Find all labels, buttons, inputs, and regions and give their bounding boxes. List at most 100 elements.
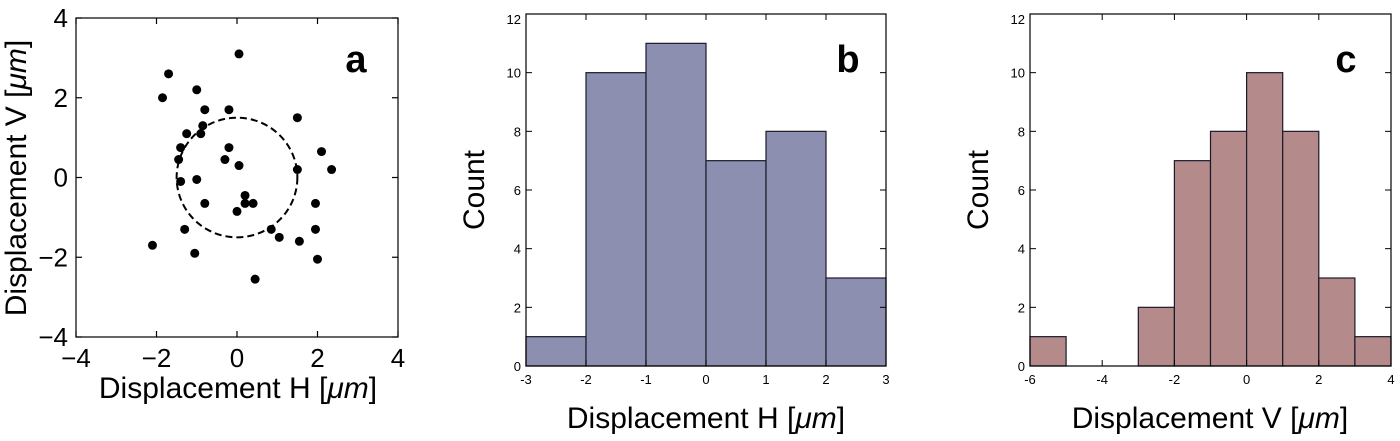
panel-a-data-point — [196, 129, 206, 139]
panel-a-y-axis-label: Displacement V [μm] — [0, 40, 33, 317]
panel-c-label: c — [1335, 39, 1356, 81]
panel-c-bar — [1173, 160, 1212, 367]
panel-b-bar — [705, 160, 767, 367]
panel-c-x-tick-label: 2 — [1315, 372, 1322, 387]
panel-a-data-point — [182, 129, 192, 139]
panel-b-x-tick-label: -3 — [520, 372, 532, 387]
panel-b-bar — [525, 336, 587, 367]
panel-c-bar — [1209, 130, 1248, 367]
panel-a-data-point — [176, 176, 186, 186]
panel-b-y-tick-label: 8 — [514, 124, 521, 139]
panel-a-data-point — [234, 49, 244, 59]
panel-a-data-point — [224, 143, 234, 153]
panel-c-bar — [1245, 72, 1284, 367]
panel-a-data-point — [310, 224, 320, 234]
panel-a-data-point — [317, 147, 327, 157]
panel-b-y-tick-label: 10 — [507, 66, 521, 81]
panel-b-bar — [765, 130, 827, 367]
panel-a-data-point — [240, 198, 250, 208]
panel-b-x-axis-label-text: Displacement H [ — [567, 402, 796, 435]
panel-c-bars — [1029, 72, 1392, 367]
panel-a-data-point — [240, 190, 250, 200]
panel-a-y-tick-label: −4 — [38, 322, 68, 352]
panel-c-bar — [1354, 336, 1392, 367]
panel-a-y-axis-label-text: Displacement V [ — [0, 89, 33, 316]
panel-a-data-point — [294, 236, 304, 246]
panel-a-data-point — [192, 85, 202, 95]
panel-b-x-axis-label-unit: μm — [794, 402, 836, 435]
panel-b-bar — [825, 277, 887, 367]
panel-c-y-tick-label: 10 — [1011, 66, 1025, 81]
panel-a-x-axis-label-close: ] — [369, 372, 377, 405]
panel-c-y-tick-label: 4 — [1018, 242, 1025, 257]
panel-a-data-point — [327, 165, 337, 175]
panel-a-ticks: −4−4 −2 −2 0 0 2 2 4 4 — [38, 3, 405, 373]
panel-b-y-tick-label: 6 — [514, 183, 521, 198]
panel-c-y-tick-label: 2 — [1018, 300, 1025, 315]
panel-a-data-point — [248, 198, 258, 208]
panel-b-x-tick-label: -2 — [580, 372, 592, 387]
panel-c-x-axis-label-unit: μm — [1297, 402, 1339, 435]
panel-b-x-tick-label: -1 — [640, 372, 652, 387]
panel-c-bar — [1318, 277, 1356, 367]
panel-c-x-tick-label: -2 — [1169, 372, 1181, 387]
panel-c-bar — [1282, 130, 1320, 367]
panel-a-data-point — [158, 93, 168, 103]
panel-c-x-tick-label: -4 — [1096, 372, 1108, 387]
panel-c-y-tick-label: 8 — [1018, 124, 1025, 139]
panel-a-dashed-circle — [175, 116, 299, 239]
panel-a-data-point — [180, 224, 190, 234]
panel-a-data-point — [310, 198, 320, 208]
panel-a-points — [147, 49, 337, 284]
panel-a-data-point — [200, 105, 210, 115]
panel-b-x-axis-label-close: ] — [837, 402, 845, 435]
panel-c-y-axis-label: Count — [962, 149, 995, 230]
panel-a-data-point — [176, 143, 186, 153]
panel-a-data-point — [313, 254, 322, 264]
panel-a-x-axis-label-unit: μm — [326, 372, 368, 405]
panel-c-y-tick-label: 6 — [1018, 183, 1025, 198]
panel-a-x-tick-label: 2 — [310, 343, 324, 373]
panel-a-x-tick-label: 4 — [391, 343, 405, 373]
panel-b-x-tick-label: 0 — [702, 372, 709, 387]
panel-b-y-tick-label: 4 — [514, 242, 521, 257]
panel-a-data-point — [224, 105, 234, 115]
panel-a-y-tick-label: 2 — [54, 83, 68, 113]
panel-a-data-point — [232, 206, 242, 216]
panel-a-y-tick-label: 4 — [54, 3, 68, 33]
panel-b-bar — [585, 72, 647, 367]
panel-b-y-axis-label: Count — [458, 149, 491, 230]
panel-c-x-axis-label-close: ] — [1340, 402, 1348, 435]
panel-b-label: b — [836, 39, 859, 81]
panel-c-x-tick-label: -6 — [1024, 372, 1036, 387]
panel-a-x-tick-label: 0 — [230, 343, 244, 373]
panel-c-x-tick-label: 4 — [1387, 372, 1394, 387]
panel-c-y-tick-label: 12 — [1011, 12, 1025, 27]
panel-c-y-tick-label: 0 — [1018, 359, 1025, 374]
panel-c-x-axis-label-text: Displacement V [ — [1072, 402, 1299, 435]
panel-a-y-tick-label: −2 — [38, 242, 68, 272]
panel-a-data-point — [274, 232, 284, 242]
panel-a-data-point — [192, 174, 202, 184]
panel-a-label: a — [345, 39, 367, 81]
panel-b-x-tick-label: 1 — [762, 372, 769, 387]
panel-a-data-point — [200, 198, 210, 208]
panel-c-x-tick-label: 0 — [1243, 372, 1250, 387]
panel-c-histogram: -6 -4 -2 0 2 4 0 2 4 6 8 10 12 c Displacement V [μm]… — [962, 12, 1395, 435]
panel-a-data-point — [147, 240, 157, 250]
panel-b-x-tick-label: 3 — [882, 372, 889, 387]
panel-a-x-axis-label-text: Displacement H [ — [99, 372, 328, 405]
panel-a-y-axis-label-close: ] — [0, 40, 33, 48]
panel-b-x-axis-label: Displacement H [μm] — [567, 402, 845, 435]
panel-b-bar — [645, 42, 707, 367]
panel-b-y-tick-label: 2 — [514, 300, 521, 315]
panel-a-data-point — [250, 274, 260, 284]
panel-a-data-point — [234, 161, 244, 171]
panel-b-y-tick-label: 12 — [507, 12, 521, 27]
panel-a-data-point — [164, 69, 174, 79]
panel-a-x-tick-label: −4 — [61, 343, 91, 373]
